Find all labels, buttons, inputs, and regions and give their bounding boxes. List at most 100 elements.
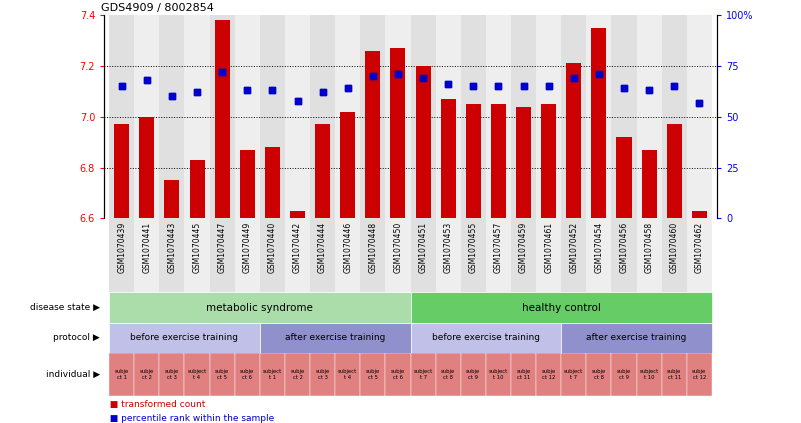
Text: subject
t 7: subject t 7 [564,369,583,380]
Point [366,73,379,80]
Bar [235,218,260,292]
Text: subject
t 10: subject t 10 [489,369,508,380]
Bar [436,218,461,292]
Bar [365,51,380,218]
Bar [637,15,662,218]
Bar [436,15,461,218]
Bar [461,218,486,292]
Bar [390,48,405,218]
Bar [662,353,686,396]
Point [191,89,203,96]
Bar [164,180,179,218]
Bar [411,353,436,396]
Bar [190,160,204,218]
Text: subje
ct 8: subje ct 8 [592,369,606,380]
Bar [562,218,586,292]
Text: GSM1070451: GSM1070451 [419,222,428,273]
Text: subje
ct 9: subje ct 9 [617,369,631,380]
Point [316,89,329,96]
Text: GSM1070446: GSM1070446 [344,222,352,273]
Point [341,85,354,92]
Bar [586,353,611,396]
Bar [491,104,506,218]
Bar [385,353,410,396]
Bar [562,15,586,218]
Bar [109,218,135,292]
Bar [159,218,184,292]
Text: subje
ct 8: subje ct 8 [441,369,455,380]
Bar [239,150,255,218]
Point [215,69,228,75]
Bar [335,15,360,218]
Bar [486,15,511,218]
Point [291,97,304,104]
Point [642,87,655,94]
Point [567,75,580,82]
Bar [436,353,461,396]
Point [467,83,480,90]
Text: GSM1070452: GSM1070452 [570,222,578,273]
Text: GSM1070448: GSM1070448 [368,222,377,273]
Bar [360,218,385,292]
Text: subject
t 4: subject t 4 [187,369,207,380]
Bar [562,323,712,353]
Bar [511,218,536,292]
Bar [290,211,305,218]
Point [191,89,203,96]
Text: GDS4909 / 8002854: GDS4909 / 8002854 [101,3,214,13]
Text: subje
ct 5: subje ct 5 [366,369,380,380]
Bar [441,99,456,218]
Bar [566,63,582,218]
Bar [335,218,360,292]
Bar [411,218,436,292]
Text: subject
t 1: subject t 1 [263,369,282,380]
Text: individual ▶: individual ▶ [46,370,100,379]
Bar [662,15,686,218]
Text: ■ percentile rank within the sample: ■ percentile rank within the sample [104,414,275,423]
Bar [210,353,235,396]
Point [618,85,630,92]
Bar [662,218,686,292]
Bar [562,353,586,396]
Bar [260,323,410,353]
Text: subject
t 4: subject t 4 [338,369,357,380]
Text: before exercise training: before exercise training [131,333,239,343]
Point [442,81,455,88]
Text: protocol ▶: protocol ▶ [54,333,100,343]
Bar [461,353,486,396]
Bar [340,112,356,218]
Bar [315,124,330,218]
Bar [536,218,562,292]
Point [215,69,228,75]
Bar [441,99,456,218]
Bar [666,124,682,218]
Text: subje
ct 12: subje ct 12 [692,369,706,380]
Bar [109,292,410,323]
Bar [285,15,310,218]
Bar [692,211,706,218]
Bar [310,218,335,292]
Bar [586,15,611,218]
Point [266,87,279,94]
Text: after exercise training: after exercise training [586,333,686,343]
Bar [411,15,436,218]
Bar [511,353,536,396]
Bar [642,150,657,218]
Point [642,87,655,94]
Bar [190,160,204,218]
Bar [235,353,260,396]
Point [467,83,480,90]
Bar [385,218,410,292]
Bar [109,353,135,396]
Bar [335,353,360,396]
Text: GSM1070445: GSM1070445 [192,222,202,273]
Bar [139,117,155,218]
Bar [290,211,305,218]
Bar [285,353,310,396]
Bar [516,107,531,218]
Bar [541,104,556,218]
Text: GSM1070461: GSM1070461 [544,222,553,273]
Bar [315,124,330,218]
Text: GSM1070453: GSM1070453 [444,222,453,273]
Text: subje
ct 2: subje ct 2 [139,369,154,380]
